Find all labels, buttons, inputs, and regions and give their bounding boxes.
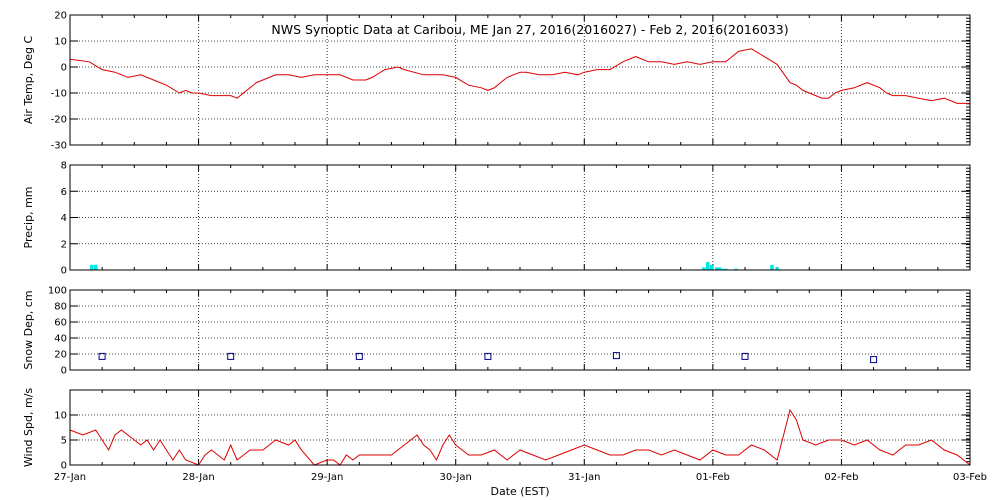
y-tick-label: 10 bbox=[54, 37, 67, 48]
air-temp-y-axis-label: Air Temp, Deg C bbox=[22, 36, 35, 125]
precip-bar bbox=[724, 268, 728, 270]
wind-speed-frame bbox=[69, 389, 971, 466]
x-tick-label: 03-Feb bbox=[953, 472, 987, 483]
snow-depth-y-axis-label: Snow Dep, cm bbox=[22, 290, 35, 369]
snow-depth-frame bbox=[69, 289, 971, 371]
x-tick-label: 30-Jan bbox=[440, 472, 472, 483]
y-tick-label: 2 bbox=[61, 239, 67, 250]
y-tick-label: 0 bbox=[61, 63, 67, 74]
snow-depth-point bbox=[870, 356, 878, 364]
y-tick-label: 80 bbox=[54, 302, 67, 313]
precip-bar bbox=[90, 264, 94, 271]
y-tick-label: 6 bbox=[61, 187, 67, 198]
y-tick-label: 60 bbox=[54, 318, 67, 329]
y-tick-label: 20 bbox=[54, 350, 67, 361]
x-tick-label: 27-Jan bbox=[54, 472, 86, 483]
x-tick-label: 29-Jan bbox=[311, 472, 343, 483]
precip-frame bbox=[69, 164, 971, 271]
wind-speed-series-line bbox=[69, 408, 971, 466]
chart-title: NWS Synoptic Data at Caribou, ME Jan 27,… bbox=[271, 22, 788, 37]
air-temp-frame bbox=[69, 14, 971, 146]
y-tick-label: 4 bbox=[61, 213, 67, 224]
snow-depth-point bbox=[484, 352, 492, 360]
precip-bar bbox=[702, 267, 706, 270]
precip-bar bbox=[717, 267, 721, 270]
y-tick-label: -20 bbox=[51, 115, 67, 126]
x-tick-label: 28-Jan bbox=[182, 472, 214, 483]
y-tick-label: 5 bbox=[61, 436, 67, 447]
y-tick-label: 0 bbox=[61, 366, 67, 377]
wind-speed-panel: 10 5 0 Wind Spd, m/s bbox=[22, 388, 971, 472]
precip-bar bbox=[94, 264, 98, 271]
x-axis-label: Date (EST) bbox=[490, 485, 549, 498]
precip-bar bbox=[709, 264, 714, 271]
snow-depth-point bbox=[227, 352, 235, 360]
precip-bar bbox=[706, 262, 710, 270]
precip-y-axis-label: Precip, mm bbox=[22, 187, 35, 249]
precip-panel: 8 6 4 2 0 Precip, mm bbox=[22, 161, 971, 277]
precip-bar bbox=[734, 268, 738, 270]
precip-bar bbox=[770, 264, 774, 271]
y-tick-label: 10 bbox=[54, 411, 67, 422]
y-tick-label: 0 bbox=[61, 266, 67, 277]
y-tick-label: 100 bbox=[48, 286, 67, 297]
precip-bar bbox=[775, 267, 779, 270]
precip-bar bbox=[720, 268, 724, 270]
snow-depth-panel: 100 80 60 40 20 0 Snow Dep, cm bbox=[22, 286, 971, 377]
snow-depth-point bbox=[355, 352, 363, 360]
wind-speed-y-axis-label: Wind Spd, m/s bbox=[22, 388, 35, 468]
y-tick-label: -10 bbox=[51, 89, 67, 100]
air-temp-panel: 20 10 0 -10 -20 -30 Air Temp, Deg C bbox=[22, 11, 971, 152]
y-tick-label: 8 bbox=[61, 161, 67, 172]
snow-depth-point bbox=[741, 352, 749, 360]
x-tick-label: 02-Feb bbox=[824, 472, 858, 483]
precip-bar bbox=[715, 267, 719, 270]
x-tick-label: 01-Feb bbox=[696, 472, 730, 483]
air-temp-series-line bbox=[69, 48, 970, 104]
x-tick-labels: 27-Jan 28-Jan 29-Jan 30-Jan 31-Jan 01-Feb 02-F… bbox=[54, 472, 987, 483]
snow-depth-point bbox=[98, 352, 106, 360]
y-tick-label: 0 bbox=[61, 461, 67, 472]
x-tick-label: 31-Jan bbox=[568, 472, 600, 483]
y-tick-label: 40 bbox=[54, 334, 67, 345]
y-tick-label: -30 bbox=[51, 141, 67, 152]
y-tick-label: 20 bbox=[54, 11, 67, 22]
snow-depth-point bbox=[612, 352, 620, 360]
